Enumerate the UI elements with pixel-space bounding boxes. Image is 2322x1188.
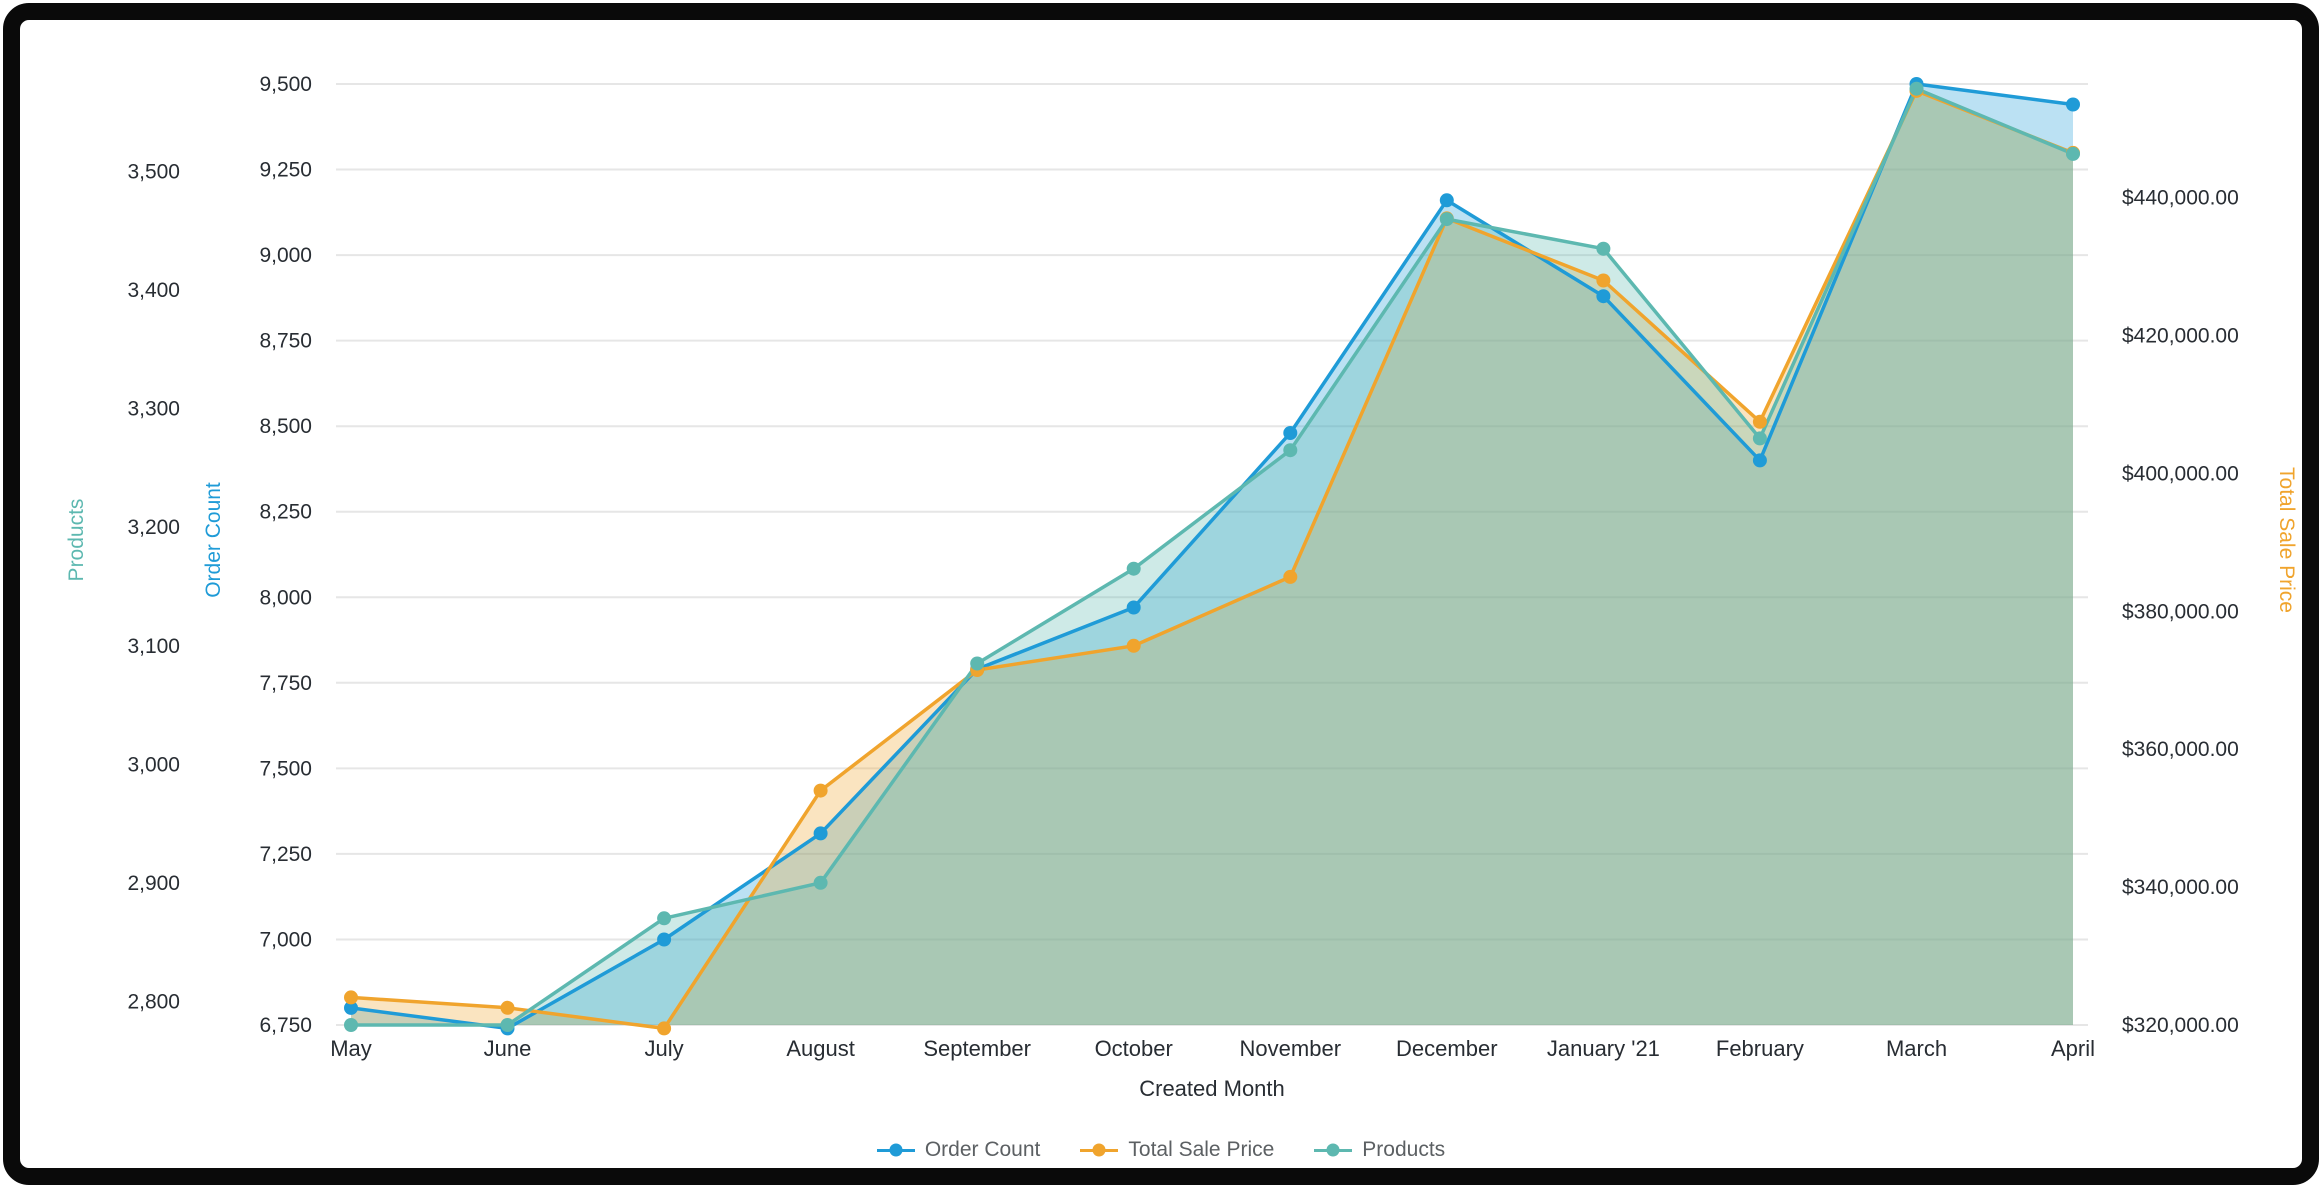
x-axis-title: Created Month [1139,1076,1285,1101]
point-order-count-april[interactable] [2066,97,2080,112]
x-tick-label: April [2051,1036,2095,1061]
series-area-total-sale-price [351,90,2073,1029]
y-tick-label-products: 3,000 [127,753,180,776]
plot-area[interactable]: 2,800 2,900 3,000 3,100 3,200 3,300 3,400 3,500… [40,40,2322,1100]
y-tick-label-total_sale_price: $380,000.00 [2122,600,2239,623]
point-order-count-february[interactable] [1752,453,1767,468]
chart-container: 2,800 2,900 3,000 3,100 3,200 3,300 3,400 3,500… [40,40,2298,1161]
total-sale-price-axis-title: Total Sale Price [2275,467,2298,613]
point-total-sale-price-january-21[interactable] [1596,273,1611,288]
point-order-count-august[interactable] [813,826,828,841]
point-total-sale-price-february[interactable] [1752,414,1767,429]
point-total-sale-price-november[interactable] [1283,569,1298,584]
y-tick-label-order_count: 9,000 [259,244,312,267]
point-order-count-may[interactable] [344,1000,358,1015]
order-count-axis-title: Order Count [202,482,225,598]
y-tick-label-order_count: 8,750 [259,330,312,353]
y-tick-label-total_sale_price: $340,000.00 [2122,876,2239,899]
legend-label-products: Products [1362,1138,1446,1161]
point-products-november[interactable] [1283,443,1298,458]
point-total-sale-price-august[interactable] [813,783,828,798]
y-tick-label-order_count: 7,750 [259,672,312,695]
legend-item-order-count[interactable]: Order Count [876,1138,1041,1162]
x-tick-label: December [1396,1036,1497,1061]
y-tick-label-order_count: 7,000 [259,929,312,952]
point-products-august[interactable] [813,875,828,890]
point-total-sale-price-october[interactable] [1126,638,1141,653]
series-area-products [351,88,2073,1025]
point-products-september[interactable] [970,656,985,671]
y-tick-label-order_count: 7,500 [259,757,312,780]
point-products-january-21[interactable] [1596,241,1611,256]
y-tick-label-products: 3,300 [127,398,180,421]
point-order-count-july[interactable] [657,932,672,947]
point-order-count-january-21[interactable] [1596,289,1611,304]
y-tick-label-total_sale_price: $320,000.00 [2122,1014,2239,1037]
legend-marker-order-count [876,1143,915,1158]
x-tick-label: June [484,1036,532,1061]
legend-item-products[interactable]: Products [1314,1138,1445,1162]
point-total-sale-price-july[interactable] [657,1021,672,1036]
y-tick-label-total_sale_price: $420,000.00 [2122,325,2239,348]
y-tick-label-products: 2,800 [127,990,180,1013]
x-tick-label: September [923,1036,1031,1061]
legend-item-total-sale-price[interactable]: Total Sale Price [1080,1138,1274,1162]
x-tick-label: November [1240,1036,1341,1061]
point-products-july[interactable] [657,911,672,926]
y-tick-label-order_count: 8,000 [259,586,312,609]
point-products-may[interactable] [344,1018,358,1032]
series-area-order-count [351,84,2073,1029]
y-tick-label-products: 3,200 [127,516,180,539]
x-tick-label: February [1716,1036,1804,1061]
series-line-order-count [349,82,2075,1031]
point-products-february[interactable] [1752,431,1767,446]
point-products-june[interactable] [500,1018,515,1032]
y-tick-label-order_count: 9,500 [259,73,312,96]
point-order-count-october[interactable] [1126,600,1141,615]
y-tick-label-total_sale_price: $400,000.00 [2122,463,2239,486]
x-tick-label: October [1095,1036,1173,1061]
y-tick-label-total_sale_price: $360,000.00 [2122,738,2239,761]
series-line-products [349,86,2075,1027]
x-tick-label: January '21 [1547,1036,1660,1061]
y-tick-label-order_count: 9,250 [259,159,312,182]
legend-label-total-sale-price: Total Sale Price [1128,1138,1275,1161]
legend-marker-products [1314,1143,1353,1158]
point-products-april[interactable] [2066,146,2080,161]
x-tick-label: August [786,1036,855,1061]
y-tick-label-order_count: 6,750 [259,1014,312,1037]
y-tick-label-order_count: 8,500 [259,415,312,438]
y-tick-label-total_sale_price: $440,000.00 [2122,187,2239,210]
y-tick-label-products: 2,900 [127,872,180,895]
y-tick-label-order_count: 7,250 [259,843,312,866]
products-axis-title: Products [65,498,88,582]
point-products-october[interactable] [1126,561,1141,576]
point-total-sale-price-may[interactable] [344,990,358,1005]
y-tick-label-products: 3,400 [127,279,180,302]
y-tick-label-products: 3,100 [127,635,180,658]
legend-marker-total-sale-price [1080,1143,1119,1158]
x-tick-label: July [645,1036,684,1061]
legend: Order Count Total Sale Price Products [40,1138,2282,1162]
x-tick-label: May [330,1036,372,1061]
y-tick-label-order_count: 8,250 [259,501,312,524]
point-order-count-december[interactable] [1439,193,1454,208]
point-products-december[interactable] [1439,212,1454,227]
point-products-march[interactable] [1909,81,1924,96]
point-order-count-november[interactable] [1283,426,1298,440]
series-line-total-sale-price [349,89,2075,1031]
y-tick-label-products: 3,500 [127,161,180,184]
chart-card: 2,800 2,900 3,000 3,100 3,200 3,300 3,400 3,500… [3,3,2319,1185]
x-tick-label: March [1886,1036,1947,1061]
point-total-sale-price-june[interactable] [500,1000,515,1015]
legend-label-order-count: Order Count [924,1138,1041,1161]
